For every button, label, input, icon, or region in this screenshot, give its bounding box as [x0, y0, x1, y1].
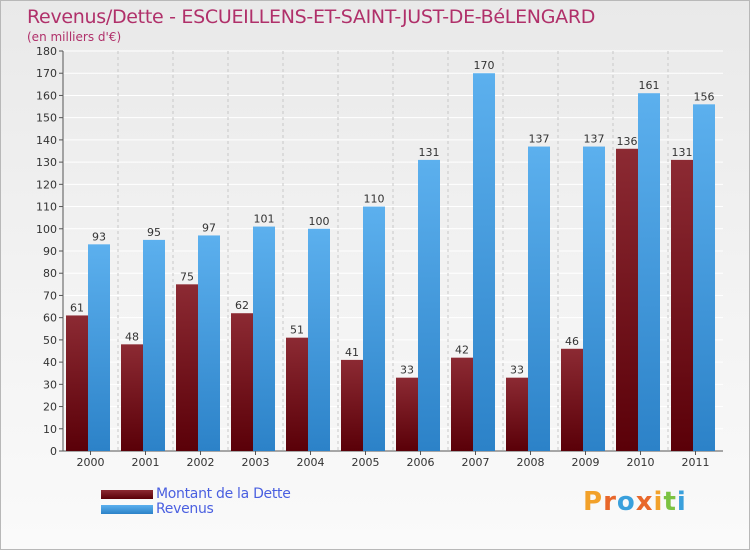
x-tick-label: 2009: [572, 456, 600, 469]
bar-debt: [616, 148, 638, 451]
bar-revenus: [253, 226, 275, 451]
data-label: 46: [565, 335, 579, 348]
bar-revenus: [143, 239, 165, 451]
bar-revenus: [583, 146, 605, 452]
data-label: 48: [125, 330, 139, 343]
axes: [59, 50, 723, 455]
bar-debt: [66, 315, 88, 451]
bar-revenus: [88, 244, 110, 451]
data-label: 61: [70, 301, 84, 314]
data-label: 75: [180, 270, 194, 283]
y-tick-label: 90: [43, 245, 57, 258]
x-tick-label: 2005: [352, 456, 380, 469]
data-label: 97: [202, 221, 216, 234]
bar-debt: [506, 377, 528, 451]
x-tick-label: 2010: [627, 456, 655, 469]
legend-swatch-debt: [101, 490, 153, 499]
data-label: 51: [290, 324, 304, 337]
data-label: 95: [147, 226, 161, 239]
bar-revenus: [473, 73, 495, 451]
data-label: 156: [694, 90, 715, 103]
bar-debt: [231, 313, 253, 451]
x-tick-label: 2011: [682, 456, 710, 469]
y-tick-label: 30: [43, 378, 57, 391]
data-label: 110: [364, 193, 385, 206]
data-label: 131: [672, 146, 693, 159]
data-label: 170: [474, 59, 495, 72]
x-tick-label: 2008: [517, 456, 545, 469]
data-label: 62: [235, 299, 249, 312]
bar-revenus: [693, 104, 715, 451]
y-tick-label: 100: [36, 223, 57, 236]
y-tick-label: 70: [43, 289, 57, 302]
y-tick-label: 140: [36, 134, 57, 147]
data-label: 136: [617, 135, 638, 148]
data-label: 33: [400, 364, 414, 377]
x-tick-label: 2004: [297, 456, 325, 469]
x-tick-label: 2006: [407, 456, 435, 469]
bar-debt: [286, 337, 308, 451]
y-tick-label: 0: [50, 445, 57, 458]
legend-label-revenus: Revenus: [156, 501, 214, 517]
bar-revenus: [638, 93, 660, 451]
y-tick-label: 150: [36, 112, 57, 125]
proxiti-logo: Proxiti: [583, 487, 687, 517]
chart-title: Revenus/Dette - ESCUEILLENS-ET-SAINT-JUS…: [27, 6, 596, 28]
x-tick-label: 2000: [77, 456, 105, 469]
y-tick-label: 180: [36, 45, 57, 58]
data-label: 93: [92, 230, 106, 243]
y-tick-label: 20: [43, 401, 57, 414]
bar-revenus: [308, 228, 330, 451]
y-tick-label: 80: [43, 267, 57, 280]
bar-revenus: [363, 206, 385, 451]
labels: 0 10 20 30 40 50 60 70 80 90 100 110 120 130 140 150 160…: [36, 45, 715, 469]
bar-debt: [671, 159, 693, 451]
logo-letter: P: [583, 487, 604, 517]
data-label: 137: [584, 133, 605, 146]
logo-letter: i: [676, 487, 687, 517]
y-tick-label: 160: [36, 89, 57, 102]
bar-debt: [396, 377, 418, 451]
bar-debt: [341, 359, 363, 451]
bar-revenus: [198, 235, 220, 451]
bars: [66, 73, 715, 452]
logo-letter: x: [635, 487, 654, 517]
bar-debt: [451, 357, 473, 451]
logo-letter: r: [603, 487, 617, 517]
data-label: 33: [510, 364, 524, 377]
y-tick-label: 110: [36, 201, 57, 214]
data-label: 42: [455, 344, 469, 357]
y-tick-label: 40: [43, 356, 57, 369]
y-tick-label: 10: [43, 423, 57, 436]
x-tick-label: 2001: [132, 456, 160, 469]
grid-lines: [63, 50, 723, 451]
legend-label-debt: Montant de la Dette: [156, 486, 291, 502]
data-label: 100: [309, 215, 330, 228]
chart-subtitle: (en milliers d'€): [27, 30, 122, 44]
bar-debt: [121, 344, 143, 451]
logo-letter: i: [653, 487, 664, 517]
x-tick-label: 2002: [187, 456, 215, 469]
legend-swatch-revenus: [101, 505, 153, 514]
logo-letter: t: [663, 487, 677, 517]
data-label: 131: [419, 146, 440, 159]
bar-revenus: [528, 146, 550, 452]
y-tick-label: 60: [43, 312, 57, 325]
y-tick-label: 130: [36, 156, 57, 169]
data-label: 101: [254, 213, 275, 226]
logo-letter: o: [616, 487, 636, 517]
y-tick-label: 170: [36, 67, 57, 80]
y-tick-label: 50: [43, 334, 57, 347]
x-tick-label: 2007: [462, 456, 490, 469]
bar-revenus: [418, 159, 440, 451]
x-tick-label: 2003: [242, 456, 270, 469]
bar-debt: [561, 348, 583, 451]
data-label: 137: [529, 133, 550, 146]
data-label: 41: [345, 346, 359, 359]
y-tick-label: 120: [36, 178, 57, 191]
bar-debt: [176, 284, 198, 451]
data-label: 161: [639, 79, 660, 92]
